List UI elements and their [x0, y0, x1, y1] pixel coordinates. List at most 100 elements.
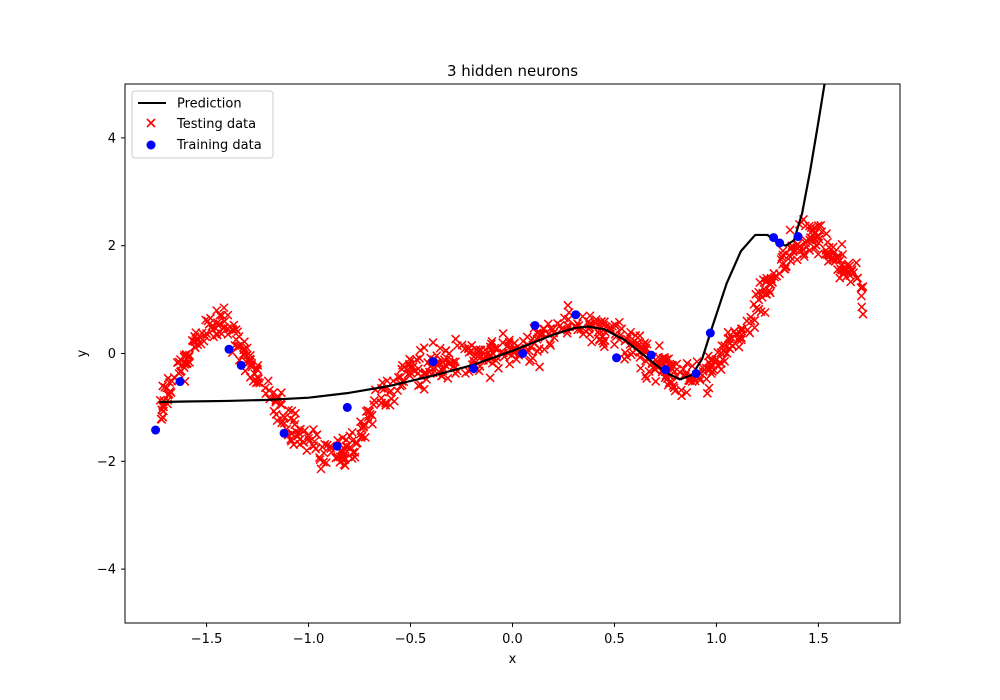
x-axis: −1.5 −1.0 −0.5 0.0 0.5 1.0 1.5 [191, 623, 829, 647]
testing-data-point [535, 362, 545, 372]
testing-data-point [711, 355, 721, 365]
testing-data-point [303, 433, 313, 444]
testing-data-point [397, 364, 407, 374]
testing-data-point [780, 264, 790, 274]
testing-data-point [272, 416, 282, 426]
y-axis: −4 −2 0 2 4 [97, 131, 125, 578]
testing-data-point [309, 441, 319, 451]
testing-data-point [750, 315, 760, 325]
testing-data-point [360, 432, 370, 442]
testing-data-point [837, 239, 847, 249]
training-data-point [469, 364, 479, 374]
testing-data-point [758, 275, 768, 285]
training-data-point [793, 232, 803, 242]
testing-data-point [490, 343, 500, 353]
training-data-point [236, 360, 246, 370]
training-data-point [660, 365, 670, 375]
testing-data-point [180, 359, 190, 369]
training-data-point [775, 238, 785, 248]
y-tick-label: −2 [97, 455, 116, 470]
testing-data-point [642, 374, 652, 384]
testing-data-point [414, 353, 425, 363]
x-tick-label: 1.0 [706, 632, 727, 647]
x-tick-label: −1.5 [191, 632, 223, 647]
testing-data-point [319, 448, 329, 458]
testing-data-point [448, 357, 458, 367]
testing-data-point [182, 358, 192, 368]
testing-data-point [280, 413, 290, 423]
testing-data-point [584, 316, 594, 326]
testing-data-point [205, 313, 215, 323]
training-data-point [612, 353, 622, 363]
testing-data-point [159, 395, 169, 406]
testing-data-point [326, 441, 336, 451]
testing-data-point [761, 289, 771, 299]
testing-data-point [631, 330, 641, 340]
testing-data-point [263, 376, 273, 386]
testing-data-point [857, 302, 867, 312]
testing-data-point [838, 249, 848, 260]
testing-data-point [524, 357, 534, 367]
testing-data-point [698, 363, 708, 373]
testing-data-point [381, 400, 391, 410]
testing-data-point [269, 387, 279, 397]
testing-data-point [264, 385, 274, 395]
training-data-point [342, 402, 352, 412]
testing-data-point [405, 368, 415, 378]
training-data-point [224, 344, 234, 354]
testing-data-point [201, 329, 211, 339]
testing-data-point [840, 266, 850, 276]
legend-training-circle-icon [146, 140, 156, 150]
testing-data-point [175, 367, 185, 377]
y-axis-label: y [75, 349, 90, 357]
testing-data-point [474, 350, 484, 360]
testing-data-point [647, 359, 657, 369]
testing-data-point [769, 268, 779, 278]
training-data-point [646, 350, 656, 360]
testing-data-point [609, 339, 619, 350]
training-data-point [769, 233, 779, 243]
testing-data-point [651, 376, 661, 386]
testing-data-point [751, 303, 761, 313]
x-axis-label: x [509, 652, 517, 667]
chart-title: 3 hidden neurons [447, 62, 578, 80]
testing-data-point [179, 350, 189, 360]
testing-data-point [229, 320, 239, 330]
testing-data-point [435, 343, 445, 353]
testing-data-point [704, 383, 714, 393]
testing-data-point [765, 279, 775, 289]
testing-data-point [511, 354, 521, 364]
training-data-point [428, 357, 438, 367]
y-tick-label: 4 [108, 131, 116, 146]
testing-data-point [677, 391, 687, 401]
testing-data-point [208, 325, 218, 335]
testing-data-point [252, 372, 262, 383]
testing-data-point [736, 333, 746, 343]
testing-data-point [363, 412, 373, 422]
testing-data-point [563, 300, 573, 310]
testing-data-point [536, 329, 546, 339]
testing-data-point [460, 368, 470, 378]
testing-data-point [798, 245, 808, 255]
testing-data-point [200, 332, 211, 342]
testing-data-point [824, 242, 834, 252]
testing-data-point [413, 381, 423, 391]
training-data-point [175, 377, 185, 387]
testing-data-point [157, 414, 167, 424]
legend-label-testing-data: Testing data [176, 117, 256, 132]
testing-data-point [164, 377, 175, 387]
testing-data-points [155, 214, 868, 474]
training-data-point [705, 328, 715, 338]
testing-data-point [276, 388, 286, 398]
testing-data-point [419, 384, 429, 394]
testing-data-point [729, 326, 739, 336]
testing-data-point [444, 348, 454, 358]
training-data-point [691, 368, 701, 378]
testing-data-point [585, 311, 595, 321]
testing-data-point [405, 354, 415, 364]
testing-data-point [158, 412, 168, 422]
testing-data-point [856, 291, 866, 301]
testing-data-point [727, 333, 737, 343]
testing-data-point [534, 344, 544, 354]
testing-data-point [599, 342, 609, 352]
